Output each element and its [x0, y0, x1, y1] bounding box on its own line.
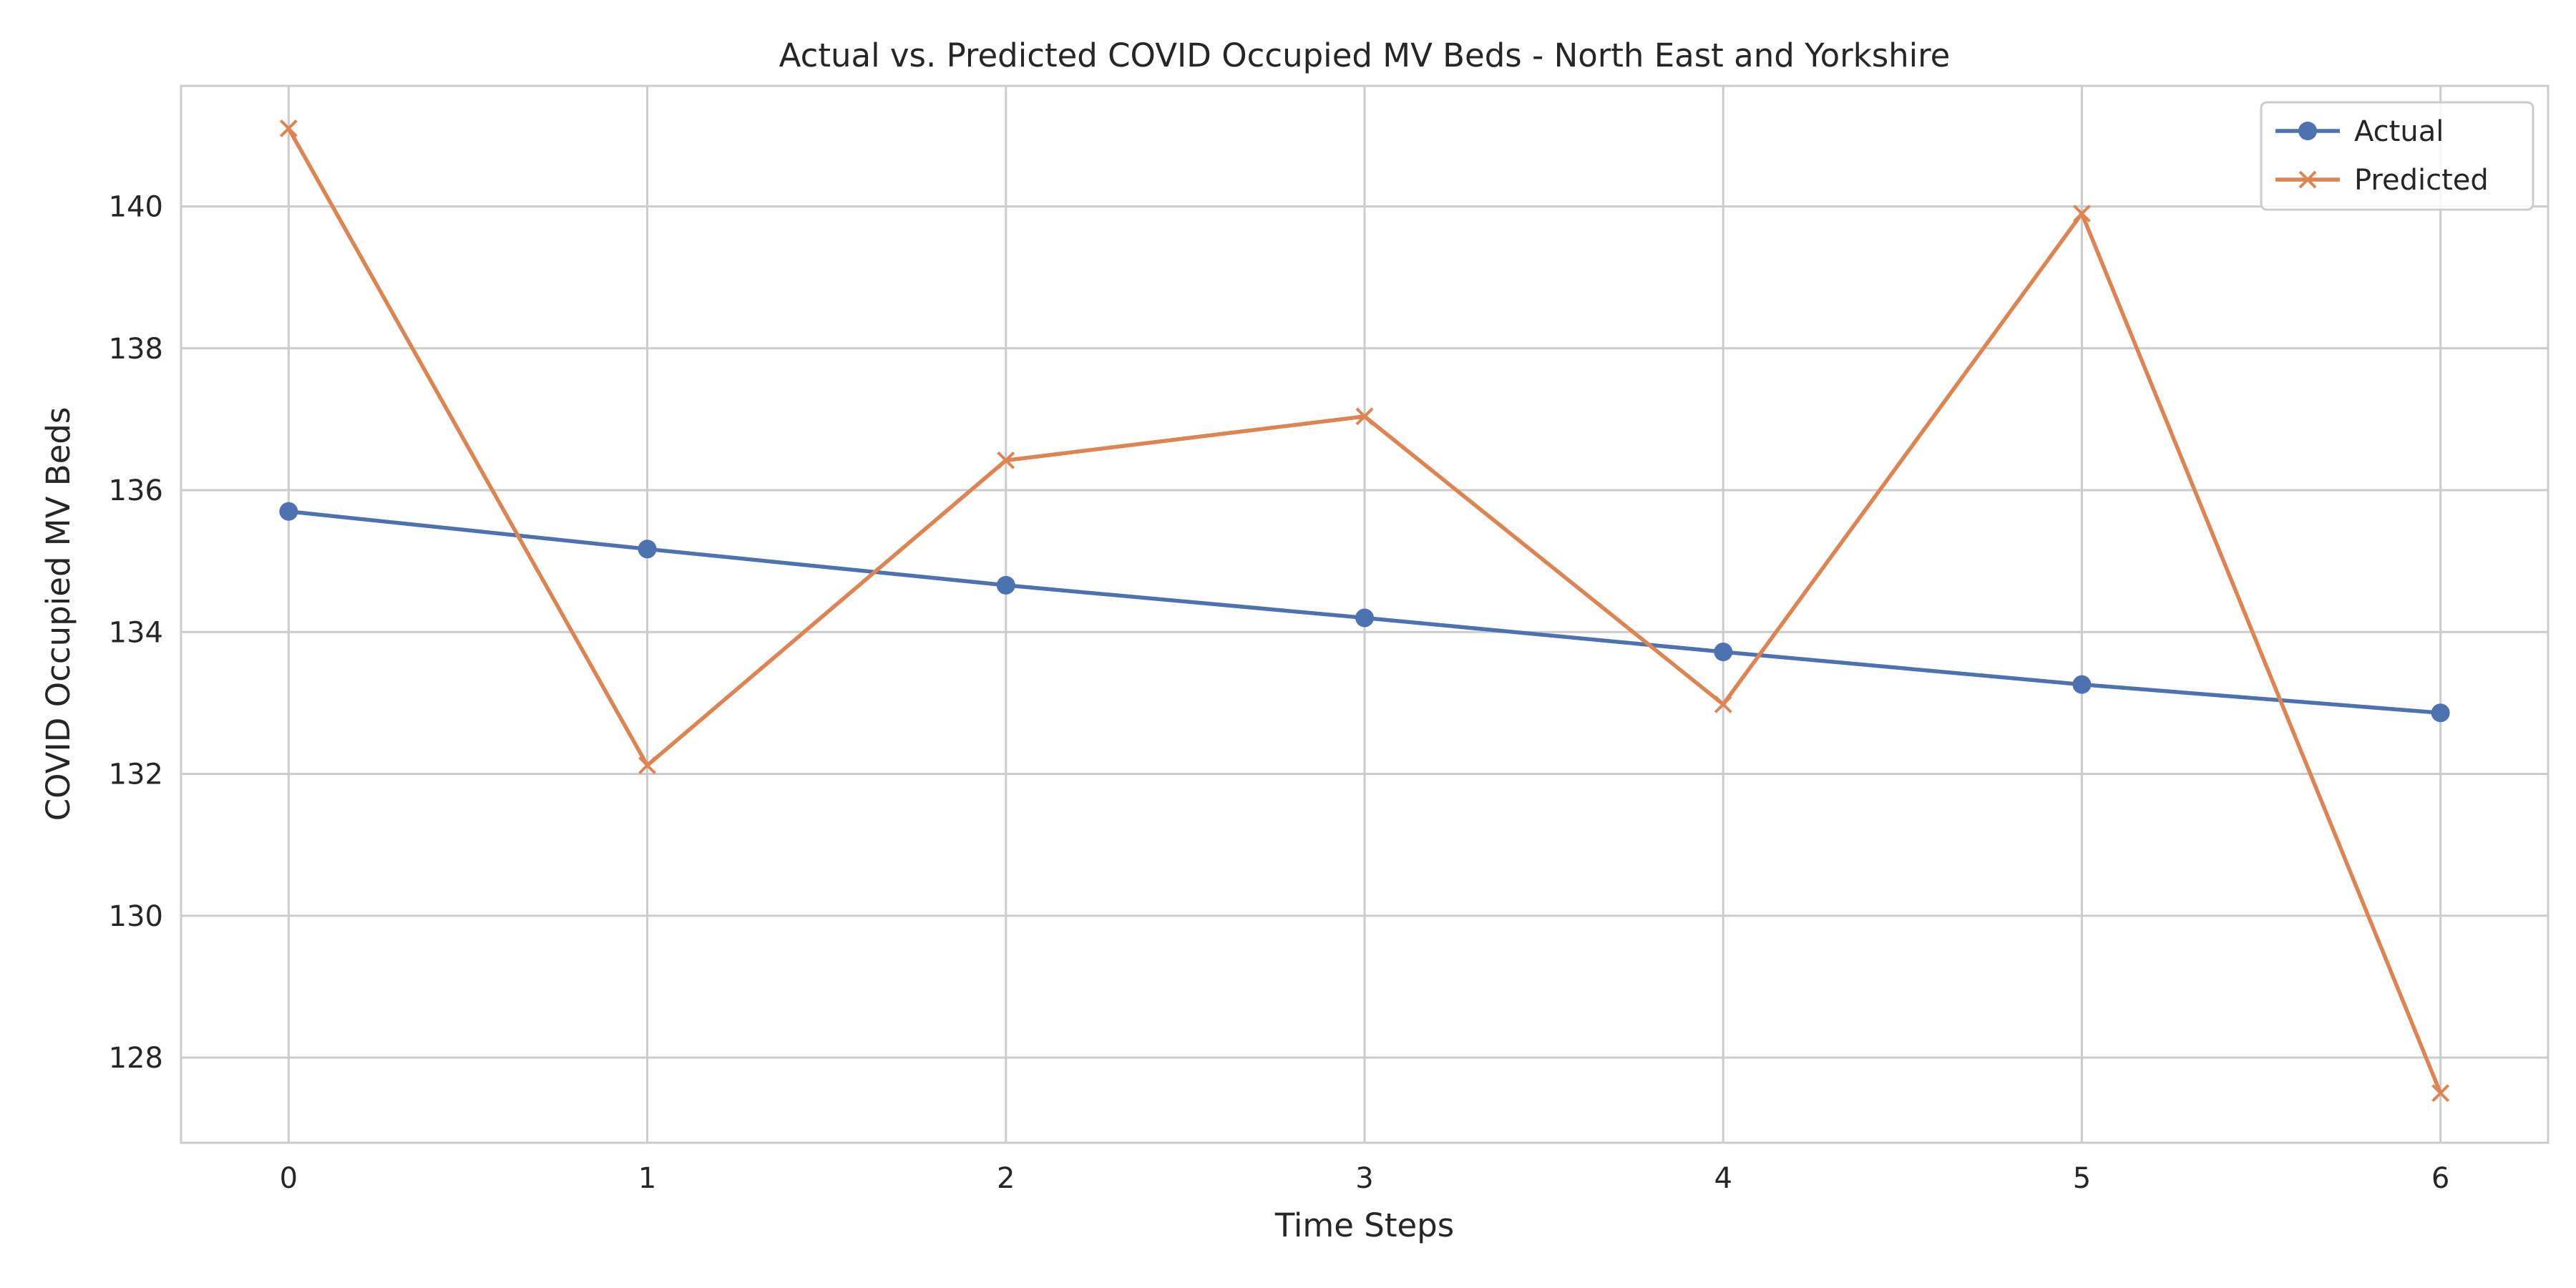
point-predicted-3: [1355, 407, 1374, 426]
point-actual-6: [2431, 703, 2450, 723]
x-tick-label-1: 1: [638, 1162, 656, 1195]
y-tick-labels: 128 130 132 134 136 138 140: [109, 191, 163, 1075]
legend-item-actual: Actual: [2275, 115, 2444, 148]
series-layer: [279, 119, 2450, 1103]
y-tick-label-1: 130: [109, 900, 163, 933]
chart-title: Actual vs. Predicted COVID Occupied MV B…: [779, 36, 1951, 74]
point-predicted-0: [279, 119, 298, 137]
point-predicted-2: [997, 451, 1015, 469]
point-actual-5: [2072, 675, 2092, 694]
y-tick-label-5: 138: [109, 333, 163, 366]
legend-marker-circle: [2298, 122, 2317, 140]
grid-lines: [181, 86, 2548, 1143]
y-tick-label-6: 140: [109, 191, 163, 224]
plot-frame: [180, 84, 2550, 1144]
y-tick-label-4: 136: [109, 474, 163, 507]
point-predicted-1: [638, 756, 656, 775]
x-tick-label-2: 2: [997, 1162, 1015, 1195]
x-tick-label-5: 5: [2073, 1162, 2091, 1195]
x-tick-label-3: 3: [1355, 1162, 1373, 1195]
x-tick-label-4: 4: [1714, 1162, 1732, 1195]
point-actual-1: [638, 540, 657, 559]
legend-item-predicted: Predicted: [2275, 164, 2489, 197]
legend-marker-x: [2298, 170, 2317, 189]
series-actual: [279, 502, 2450, 723]
y-tick-label-3: 134: [109, 616, 163, 649]
point-predicted-6: [2431, 1084, 2450, 1103]
y-tick-label-0: 128: [109, 1042, 163, 1075]
legend: Actual Predicted: [2260, 101, 2534, 211]
x-tick-label-0: 0: [280, 1162, 298, 1195]
y-tick-label-2: 132: [109, 758, 163, 791]
point-actual-0: [279, 502, 298, 521]
x-axis-label: Time Steps: [1274, 1206, 1454, 1244]
point-predicted-5: [2073, 205, 2091, 223]
series-predicted: [279, 119, 2450, 1103]
legend-label-actual: Actual: [2354, 115, 2444, 148]
y-axis-label: COVID Occupied MV Beds: [39, 407, 77, 821]
x-tick-label-6: 6: [2431, 1162, 2449, 1195]
point-actual-4: [1714, 643, 1733, 662]
legend-label-predicted: Predicted: [2354, 164, 2489, 197]
point-actual-2: [996, 575, 1015, 595]
point-actual-3: [1355, 608, 1374, 628]
point-predicted-4: [1714, 695, 1732, 713]
x-tick-labels: 0 1 2 3 4 5 6: [280, 1162, 2450, 1195]
